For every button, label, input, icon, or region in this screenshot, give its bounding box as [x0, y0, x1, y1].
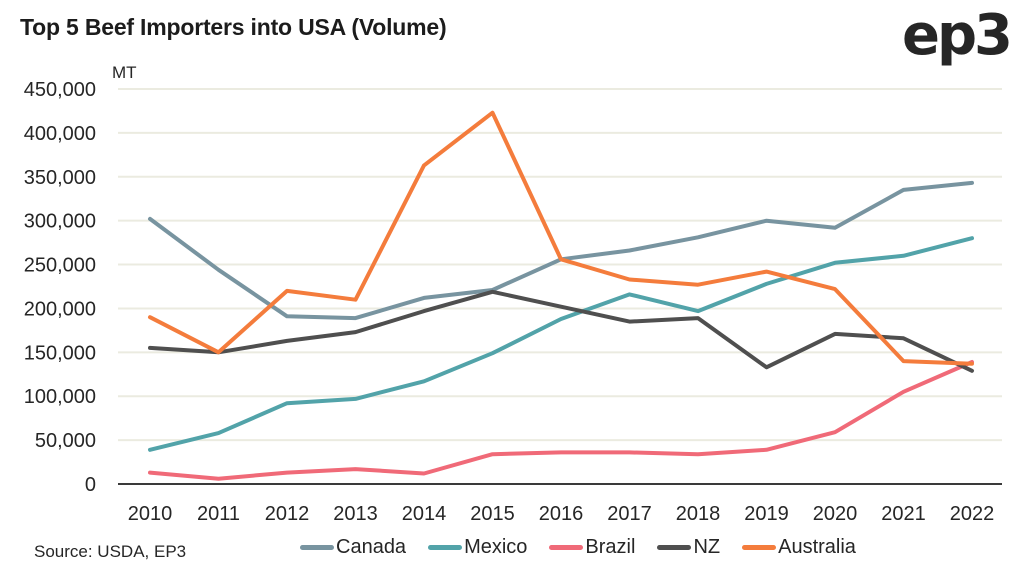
- legend-item-nz: NZ: [657, 536, 720, 559]
- legend-swatch: [742, 545, 777, 550]
- y-tick-label: 0: [85, 474, 96, 496]
- y-tick-label: 250,000: [24, 255, 96, 277]
- legend-swatch: [549, 545, 584, 550]
- y-axis: 0 50,000 100,000 150,000 200,000 250,000 300,0…: [24, 79, 96, 496]
- y-axis-unit-label: MT: [112, 63, 137, 82]
- series-line-mexico: [148, 236, 974, 452]
- x-tick-label: 2020: [813, 503, 858, 525]
- y-tick-label: 400,000: [24, 123, 96, 145]
- source-note: Source: USDA, EP3: [34, 542, 187, 561]
- y-tick-label: 300,000: [24, 211, 96, 233]
- x-axis: 2010 2011 2012 2013 2014 2015 2016 2017 2018 2019…: [128, 503, 995, 525]
- legend-swatch: [428, 545, 463, 550]
- legend-item-mexico: Mexico: [428, 536, 527, 559]
- y-tick-label: 200,000: [24, 298, 96, 320]
- chart-title: Top 5 Beef Importers into USA (Volume): [20, 14, 447, 40]
- x-tick-label: 2019: [744, 503, 789, 525]
- legend-label: Brazil: [585, 536, 636, 558]
- x-tick-label: 2021: [881, 503, 926, 525]
- y-tick-label: 450,000: [24, 79, 96, 101]
- x-tick-label: 2022: [950, 503, 995, 525]
- legend-label: Australia: [778, 536, 856, 558]
- y-tick-label: 100,000: [24, 386, 96, 408]
- legend-swatch: [657, 545, 692, 550]
- ep3-logo: ep3: [901, 3, 1013, 68]
- legend-item-australia: Australia: [742, 536, 856, 559]
- x-tick-label: 2015: [470, 503, 515, 525]
- legend-label: Canada: [336, 536, 407, 558]
- series-line-canada: [148, 180, 974, 321]
- series-line-nz: [148, 289, 974, 373]
- legend-item-brazil: Brazil: [549, 536, 635, 559]
- x-tick-label: 2011: [197, 503, 240, 525]
- series-line-brazil: [148, 360, 974, 481]
- x-tick-label: 2018: [676, 503, 721, 525]
- series-lines: [148, 110, 974, 481]
- legend-swatch: [300, 545, 334, 550]
- x-tick-label: 2014: [402, 503, 447, 525]
- gridlines: [118, 88, 1002, 485]
- series-line-australia: [148, 110, 974, 366]
- x-tick-label: 2012: [265, 503, 310, 525]
- x-tick-label: 2013: [333, 503, 378, 525]
- legend: Canada Mexico Brazil NZ Australia: [300, 536, 856, 559]
- y-tick-label: 150,000: [24, 342, 96, 364]
- legend-label: NZ: [693, 536, 721, 558]
- legend-item-canada: Canada: [300, 536, 406, 559]
- x-tick-label: 2016: [539, 503, 584, 525]
- y-tick-label: 50,000: [35, 430, 96, 452]
- x-tick-label: 2017: [607, 503, 652, 525]
- x-tick-label: 2010: [128, 503, 173, 525]
- legend-label: Mexico: [464, 536, 528, 558]
- y-tick-label: 350,000: [24, 167, 96, 189]
